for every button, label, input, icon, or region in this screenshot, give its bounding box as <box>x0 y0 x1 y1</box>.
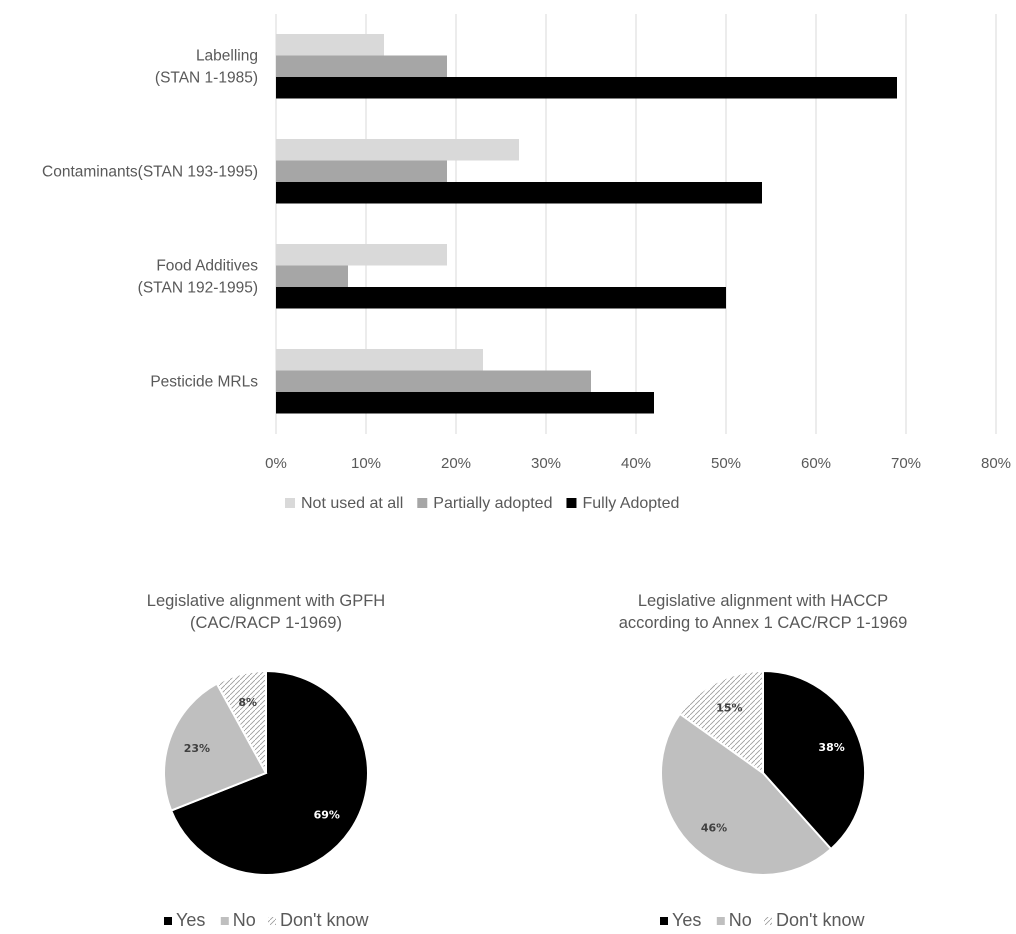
data-label: 38% <box>818 741 844 754</box>
legend-label: Yes <box>176 910 205 930</box>
bar-fully-adopted-2 <box>276 182 762 204</box>
pie-slice-don-t-know <box>678 669 764 775</box>
category-label: Labelling <box>196 47 258 64</box>
pie-title: (CAC/RACP 1-1969) <box>190 614 342 632</box>
legend-label: Partially adopted <box>433 495 552 512</box>
x-tick-label: 40% <box>621 455 651 472</box>
bar-partially-adopted-2 <box>276 160 447 182</box>
legend-label: No <box>729 910 752 930</box>
pie-title: Legislative alignment with GPFH <box>147 592 385 610</box>
category-label: Contaminants(STAN 193-1995) <box>42 163 258 180</box>
bar-not-used-at-all-2 <box>276 139 519 161</box>
bar-chart: 0% 10% 20% 30% 40% 50% 60% 70% 80% Labelling (STAN… <box>42 14 1011 512</box>
category-label: (STAN 1-1985) <box>155 69 258 86</box>
bar-not-used-at-all-3 <box>276 244 447 266</box>
category-label: (STAN 192-1995) <box>138 279 258 296</box>
pie-title: Legislative alignment with HACCP <box>638 592 888 610</box>
bar-not-used-at-all-1 <box>276 34 384 56</box>
data-label: 8% <box>238 696 257 709</box>
data-label: 23% <box>184 742 210 755</box>
bar-fully-adopted-1 <box>276 77 897 99</box>
bar-not-used-at-all-4 <box>276 349 483 371</box>
x-tick-label: 30% <box>531 455 561 472</box>
x-tick-label: 10% <box>351 455 381 472</box>
legend-swatch-yes <box>660 917 668 925</box>
legend-swatch-no <box>716 917 725 925</box>
category-label: Food Additives <box>156 257 258 274</box>
bar-partially-adopted-4 <box>276 370 591 392</box>
pie-chart-gpfh: Legislative alignment with GPFH (CAC/RACP… <box>147 592 385 930</box>
legend-label: Yes <box>672 910 701 930</box>
x-tick-label: 70% <box>891 455 921 472</box>
data-label: 46% <box>701 822 727 835</box>
x-tick-label: 20% <box>441 455 471 472</box>
legend-swatch-yes <box>164 917 172 925</box>
pie-slice-no <box>660 712 833 876</box>
data-label: 15% <box>716 702 742 715</box>
legend-swatch-don-t-know <box>764 917 772 925</box>
pie-slice-don-t-know <box>215 669 267 774</box>
x-tick-label: 50% <box>711 455 741 472</box>
bar-partially-adopted-1 <box>276 55 447 77</box>
legend-label: Not used at all <box>301 495 403 512</box>
legend-swatch-no <box>220 917 229 925</box>
pie-chart-haccp: Legislative alignment with HACCP accordin… <box>619 592 908 930</box>
legend-swatch-not-used-at-all <box>285 498 295 508</box>
legend-swatch-fully-adopted <box>566 498 577 508</box>
x-tick-label: 80% <box>981 455 1011 472</box>
legend-label: Don't know <box>776 910 865 930</box>
legend-swatch-partially-adopted <box>417 498 428 508</box>
pie-title: according to Annex 1 CAC/RCP 1-1969 <box>619 614 908 632</box>
x-tick-label: 60% <box>801 455 831 472</box>
legend-swatch-don-t-know <box>268 917 276 925</box>
x-tick-label: 0% <box>265 455 287 472</box>
legend-label: Fully Adopted <box>582 495 679 512</box>
pie-slice-yes <box>169 669 369 876</box>
data-label: 69% <box>314 808 340 821</box>
legend-label: Don't know <box>280 910 369 930</box>
pie-slice-no <box>163 682 268 812</box>
legend-label: No <box>233 910 256 930</box>
bar-partially-adopted-3 <box>276 265 348 287</box>
pie-slice-yes <box>762 669 866 851</box>
category-label: Pesticide MRLs <box>150 373 258 390</box>
bar-fully-adopted-4 <box>276 392 654 414</box>
bar-fully-adopted-3 <box>276 287 726 309</box>
